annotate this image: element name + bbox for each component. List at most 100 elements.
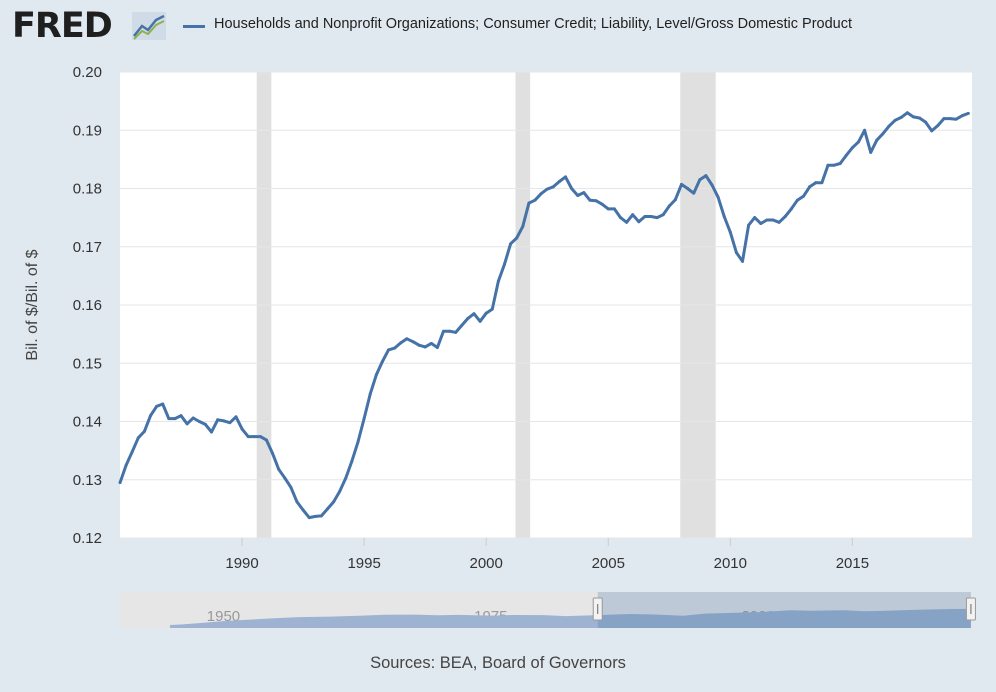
data-point[interactable] (326, 507, 330, 511)
data-point[interactable] (838, 161, 842, 165)
data-point[interactable] (911, 115, 915, 119)
data-point[interactable] (753, 216, 757, 220)
data-point[interactable] (710, 183, 714, 187)
data-point[interactable] (637, 220, 641, 224)
data-point[interactable] (960, 114, 964, 118)
data-point[interactable] (191, 416, 195, 420)
navigator-selection[interactable] (597, 592, 971, 628)
data-point[interactable] (478, 319, 482, 323)
data-point[interactable] (118, 481, 122, 485)
data-point[interactable] (741, 259, 745, 263)
data-point[interactable] (826, 163, 830, 167)
data-point[interactable] (966, 111, 970, 115)
data-point[interactable] (313, 514, 317, 518)
fred-logo[interactable]: FRED (12, 6, 113, 46)
data-point[interactable] (136, 436, 140, 440)
data-point[interactable] (332, 500, 336, 504)
data-point[interactable] (631, 213, 635, 217)
data-point[interactable] (765, 218, 769, 222)
data-point[interactable] (783, 214, 787, 218)
data-point[interactable] (564, 175, 568, 179)
data-point[interactable] (228, 421, 232, 425)
data-point[interactable] (954, 117, 958, 121)
data-point[interactable] (380, 360, 384, 364)
data-point[interactable] (930, 129, 934, 133)
data-point[interactable] (374, 373, 378, 377)
data-point[interactable] (216, 418, 220, 422)
data-point[interactable] (155, 404, 159, 408)
data-point[interactable] (881, 132, 885, 136)
data-point[interactable] (142, 429, 146, 433)
data-point[interactable] (679, 182, 683, 186)
data-point[interactable] (905, 111, 909, 115)
data-point[interactable] (258, 435, 262, 439)
data-point[interactable] (759, 221, 763, 225)
data-point[interactable] (405, 337, 409, 341)
data-point[interactable] (411, 340, 415, 344)
data-point[interactable] (496, 279, 500, 283)
data-point[interactable] (356, 440, 360, 444)
data-point[interactable] (661, 213, 665, 217)
data-point[interactable] (472, 312, 476, 316)
data-point[interactable] (918, 116, 922, 120)
data-point[interactable] (362, 417, 366, 421)
data-point[interactable] (948, 117, 952, 121)
data-point[interactable] (124, 463, 128, 467)
data-point[interactable] (686, 187, 690, 190)
data-point[interactable] (423, 345, 427, 349)
data-point[interactable] (435, 346, 439, 350)
data-point[interactable] (277, 467, 281, 471)
data-point[interactable] (771, 218, 775, 222)
data-point[interactable] (875, 138, 879, 142)
data-point[interactable] (289, 485, 293, 489)
data-point[interactable] (551, 185, 555, 189)
data-point[interactable] (167, 417, 171, 421)
data-point[interactable] (588, 198, 592, 202)
data-point[interactable] (673, 198, 677, 202)
data-point[interactable] (924, 120, 928, 124)
data-point[interactable] (692, 191, 696, 195)
data-point[interactable] (222, 419, 226, 423)
data-point[interactable] (570, 187, 574, 190)
data-point[interactable] (649, 214, 653, 218)
data-point[interactable] (515, 236, 519, 240)
data-point[interactable] (295, 500, 299, 504)
data-point[interactable] (429, 341, 433, 345)
data-point[interactable] (185, 422, 189, 426)
data-point[interactable] (850, 146, 854, 150)
data-point[interactable] (130, 450, 134, 454)
data-point[interactable] (203, 422, 207, 426)
data-point[interactable] (856, 140, 860, 144)
data-point[interactable] (264, 438, 268, 442)
data-point[interactable] (283, 476, 287, 480)
data-point[interactable] (820, 181, 824, 185)
data-point[interactable] (234, 415, 238, 419)
data-point[interactable] (600, 202, 604, 206)
data-point[interactable] (161, 402, 165, 406)
data-point[interactable] (594, 199, 598, 203)
data-point[interactable] (704, 174, 708, 178)
data-point[interactable] (197, 420, 201, 423)
data-point[interactable] (832, 163, 836, 167)
data-point[interactable] (936, 124, 940, 128)
data-point[interactable] (484, 311, 488, 315)
data-point[interactable] (844, 153, 848, 157)
data-point[interactable] (795, 198, 799, 202)
data-point[interactable] (210, 430, 214, 434)
data-point[interactable] (576, 193, 580, 197)
data-point[interactable] (722, 214, 726, 218)
data-point[interactable] (441, 329, 445, 333)
range-navigator[interactable]: 195019752000 (120, 592, 976, 628)
data-point[interactable] (240, 427, 244, 431)
navigator-handle-left[interactable] (592, 597, 603, 621)
data-point[interactable] (350, 459, 354, 463)
data-point[interactable] (344, 476, 348, 480)
data-point[interactable] (533, 198, 537, 202)
data-point[interactable] (509, 242, 513, 246)
data-point[interactable] (319, 514, 323, 518)
data-point[interactable] (869, 150, 873, 154)
data-point[interactable] (716, 195, 720, 199)
data-point[interactable] (899, 115, 903, 119)
data-point[interactable] (368, 392, 372, 396)
